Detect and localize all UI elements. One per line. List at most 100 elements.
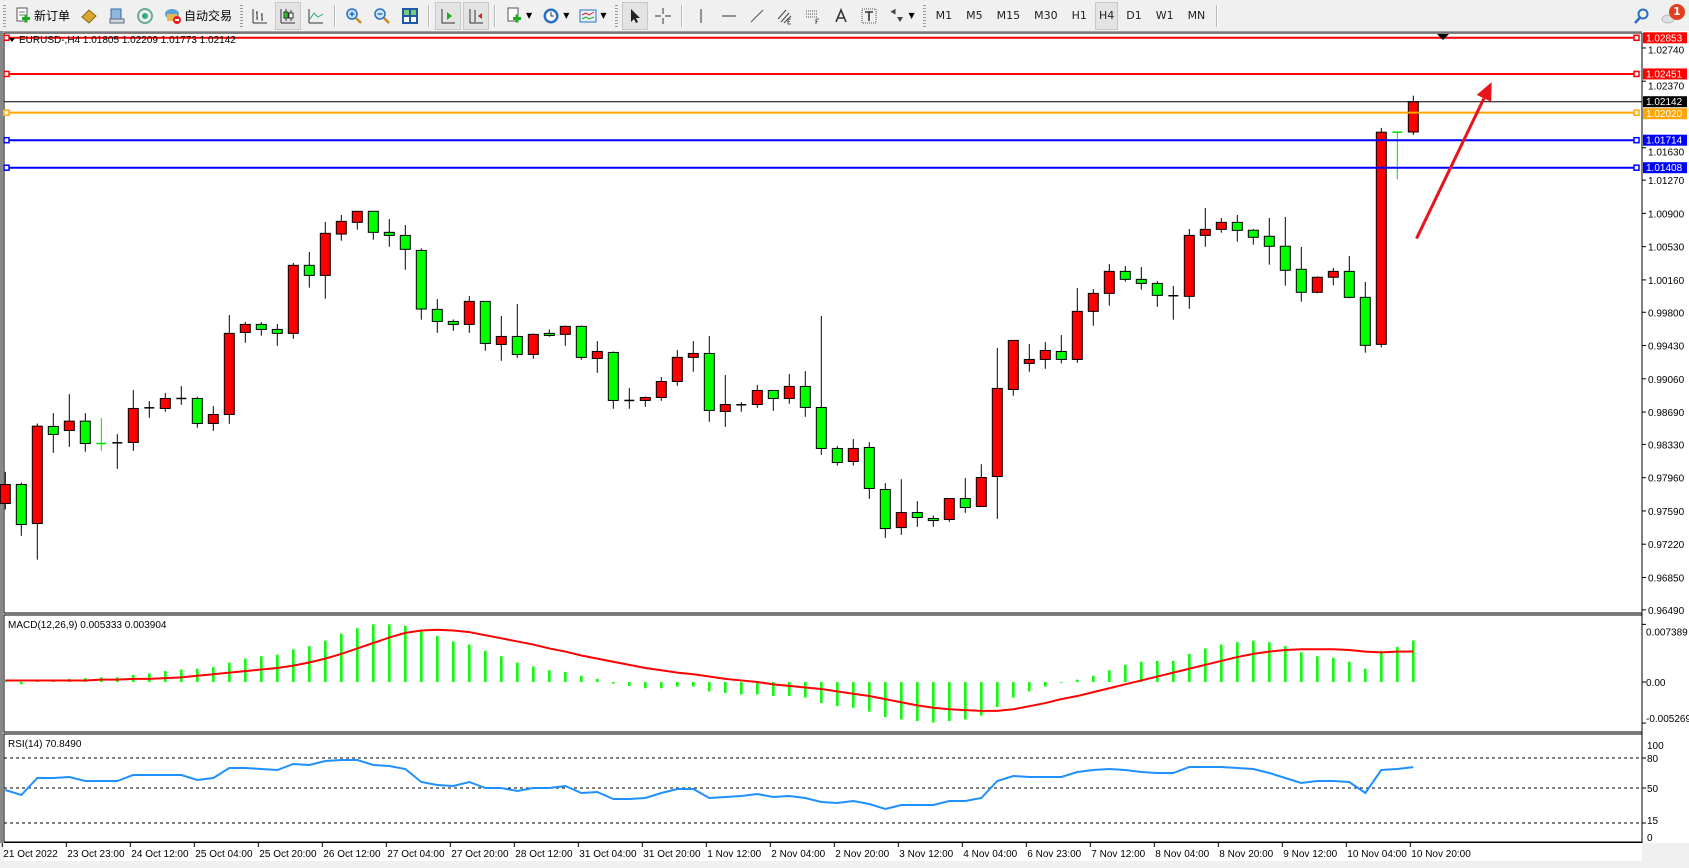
macd-signal-line bbox=[5, 628, 1414, 712]
candle-body bbox=[415, 249, 427, 310]
separator bbox=[1216, 4, 1219, 27]
price-line-label-bg bbox=[1643, 68, 1687, 80]
auto-scroll-button[interactable] bbox=[435, 1, 462, 30]
tile-windows-button[interactable] bbox=[397, 3, 423, 29]
cursor-button[interactable] bbox=[621, 1, 648, 30]
periods-button[interactable]: ▼ bbox=[538, 3, 573, 29]
crosshair-button[interactable] bbox=[650, 3, 676, 29]
bid-price-label: 1.02142 bbox=[1646, 97, 1683, 108]
rsi-tick-label: 0 bbox=[1647, 833, 1653, 844]
line-handle[interactable] bbox=[1633, 109, 1640, 116]
candle-body bbox=[239, 323, 251, 333]
arrows-button[interactable]: ▼ bbox=[884, 3, 919, 29]
candle-body bbox=[767, 389, 779, 399]
candle-body bbox=[1279, 245, 1291, 271]
rsi-tick-label: 80 bbox=[1647, 754, 1659, 765]
timeframe-d1[interactable]: D1 bbox=[1126, 9, 1142, 22]
line-handle[interactable] bbox=[1633, 136, 1640, 144]
time-tick-label: 26 Oct 12:00 bbox=[323, 849, 381, 860]
auto-trading-label: 自动交易 bbox=[184, 9, 233, 23]
templates-button[interactable]: ▼ bbox=[575, 3, 610, 29]
bar-chart-button[interactable] bbox=[247, 3, 273, 29]
timeframe-m30[interactable]: M30 bbox=[1034, 9, 1058, 22]
dropdown-arrow-icon: ▼ bbox=[908, 11, 915, 20]
signals-button[interactable] bbox=[132, 3, 158, 29]
line-handle[interactable] bbox=[1633, 70, 1640, 78]
price-tick-label: 1.00530 bbox=[1648, 243, 1685, 254]
candle-body bbox=[1263, 235, 1275, 247]
toolbar-grip[interactable] bbox=[3, 4, 6, 27]
line-handle[interactable] bbox=[3, 70, 10, 78]
chart-shift-button[interactable] bbox=[463, 1, 490, 30]
line-handle[interactable] bbox=[3, 109, 10, 116]
candle-body bbox=[511, 335, 523, 355]
notifications-button[interactable]: 1 bbox=[1657, 3, 1685, 29]
candlestick-button[interactable] bbox=[275, 1, 302, 30]
vertical-line-button[interactable] bbox=[688, 3, 714, 29]
text-label-icon bbox=[861, 8, 876, 23]
price-tick-label: 0.99800 bbox=[1648, 308, 1685, 319]
toolbar-grip bbox=[614, 4, 618, 27]
candle-body bbox=[191, 397, 203, 424]
time-tick-label: 1 Nov 12:00 bbox=[707, 849, 761, 860]
candle-body bbox=[975, 476, 987, 508]
candle-body bbox=[1103, 270, 1115, 294]
candle-body bbox=[335, 220, 347, 235]
rsi-line bbox=[5, 759, 1414, 811]
timeframe-mn[interactable]: MN bbox=[1187, 9, 1206, 22]
arrow-head-icon bbox=[1476, 82, 1492, 102]
indicators-button[interactable]: ▼ bbox=[501, 3, 536, 29]
timeframe-w1[interactable]: W1 bbox=[1155, 9, 1174, 22]
time-tick-label: 2 Nov 04:00 bbox=[771, 849, 825, 860]
macd-tick-label: -0.005269 bbox=[1646, 714, 1689, 725]
line-handle[interactable] bbox=[3, 164, 10, 171]
chart-menu-triangle-icon[interactable] bbox=[9, 38, 15, 42]
candle-body bbox=[1359, 296, 1371, 346]
equidistant-channel-button[interactable] bbox=[772, 3, 798, 29]
zoom-in-button[interactable] bbox=[341, 3, 367, 29]
separator bbox=[334, 4, 337, 27]
candle-body bbox=[559, 325, 571, 335]
line-handle[interactable] bbox=[1633, 164, 1640, 171]
candle-body bbox=[879, 489, 891, 530]
crosshair-icon bbox=[654, 7, 671, 24]
text-label-button[interactable] bbox=[856, 3, 882, 29]
timeframe-h1[interactable]: H1 bbox=[1071, 9, 1087, 22]
price-line-label-bg bbox=[1643, 32, 1687, 44]
market-watch-button[interactable] bbox=[104, 3, 130, 29]
line-handle[interactable] bbox=[3, 136, 10, 144]
timeframe-h4[interactable]: H4 bbox=[1094, 1, 1119, 30]
candlestick-icon bbox=[280, 8, 296, 23]
line-chart-button[interactable] bbox=[303, 3, 329, 29]
line-handle[interactable] bbox=[3, 34, 10, 42]
timeframe-m5[interactable]: M5 bbox=[966, 9, 983, 22]
time-tick-label: 23 Oct 23:00 bbox=[67, 849, 125, 860]
candle-body bbox=[1311, 276, 1323, 293]
text-button[interactable] bbox=[828, 3, 854, 29]
candle-body bbox=[159, 397, 171, 409]
timeframe-m1[interactable]: M1 bbox=[935, 9, 953, 22]
fibonacci-button[interactable] bbox=[800, 3, 826, 29]
zoom-out-button[interactable] bbox=[369, 3, 395, 29]
price-line-label-bg bbox=[1643, 108, 1687, 120]
trendline-button[interactable] bbox=[744, 3, 770, 29]
candle-body bbox=[383, 231, 395, 236]
line-handle[interactable] bbox=[1633, 34, 1640, 42]
equidistant-channel-icon bbox=[777, 9, 791, 24]
candle-body bbox=[671, 356, 683, 382]
chart-shift-marker[interactable] bbox=[1437, 34, 1449, 40]
candle-body bbox=[271, 328, 283, 334]
horizontal-line-button[interactable] bbox=[716, 3, 742, 29]
market-watch-icon bbox=[109, 8, 125, 23]
trendline-icon bbox=[750, 9, 763, 22]
auto-trading-button[interactable]: 自动交易 bbox=[160, 3, 236, 29]
metaeditor-button[interactable] bbox=[76, 3, 102, 29]
price-tick-label: 1.02740 bbox=[1648, 45, 1685, 56]
candle-body bbox=[351, 210, 363, 223]
timeframe-m15[interactable]: M15 bbox=[996, 9, 1021, 22]
search-button[interactable] bbox=[1629, 3, 1655, 29]
price-line-label-bg bbox=[1643, 162, 1687, 174]
price-tick-label: 0.99430 bbox=[1648, 342, 1685, 353]
new-order-button[interactable]: 新订单 bbox=[10, 3, 74, 29]
